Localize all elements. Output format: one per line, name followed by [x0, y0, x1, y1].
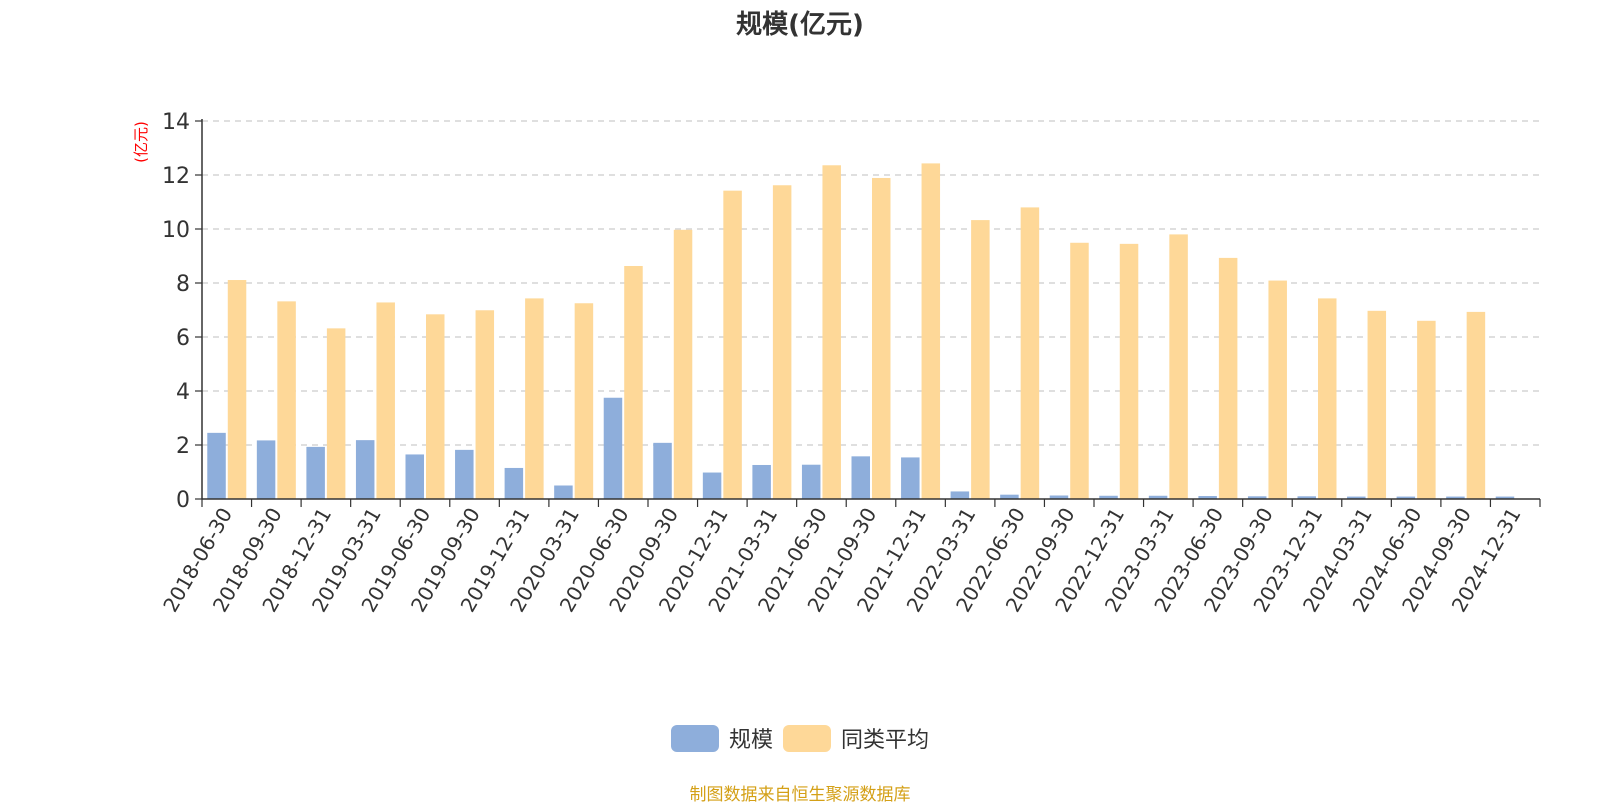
- bar-peer-average-2022-06-30: [1020, 207, 1040, 499]
- source-note: 制图数据来自恒生聚源数据库: [689, 785, 911, 805]
- bar-peer-average-2018-12-31: [326, 328, 346, 499]
- y-tick-label-1: 2: [176, 434, 190, 459]
- y-tick-label-7: 14: [162, 110, 190, 135]
- bar-peer-average-2024-06-30: [1417, 320, 1436, 499]
- bar-scale-2023-12-31: [1297, 496, 1316, 499]
- bar-peer-average-2019-03-31: [376, 302, 395, 499]
- bar-scale-2022-09-30: [1049, 495, 1069, 499]
- bar-scale-2018-09-30: [256, 440, 276, 499]
- bar-peer-average-2023-09-30: [1268, 280, 1287, 499]
- legend-item-scale[interactable]: 规模: [670, 722, 773, 754]
- bar-scale-2019-09-30: [455, 449, 474, 499]
- bar-peer-average-2023-06-30: [1218, 257, 1238, 499]
- y-axis-label: (亿元): [132, 121, 150, 163]
- bar-peer-average-2019-06-30: [426, 314, 445, 499]
- bar-peer-average-2021-03-31: [772, 185, 792, 499]
- bar-peer-average-2023-03-31: [1169, 234, 1188, 499]
- bar-scale-2024-06-30: [1396, 496, 1416, 499]
- bar-scale-2020-09-30: [653, 442, 672, 499]
- legend-swatch-scale: [670, 724, 719, 752]
- bar-scale-2019-06-30: [405, 454, 424, 499]
- bar-scale-2022-03-31: [950, 491, 970, 499]
- bar-scale-2020-06-30: [603, 397, 623, 499]
- y-tick-label-4: 8: [176, 272, 190, 297]
- bar-peer-average-2022-03-31: [971, 220, 990, 499]
- y-tick-label-0: 0: [176, 488, 190, 513]
- y-tick-label-2: 4: [176, 380, 190, 405]
- legend-label-peer-average: 同类平均: [841, 728, 930, 753]
- bar-peer-average-2024-03-31: [1367, 310, 1387, 499]
- bar-scale-2020-03-31: [554, 485, 573, 499]
- bar-scale-2019-12-31: [504, 467, 524, 499]
- y-tick-label-6: 12: [162, 164, 190, 189]
- x-axis-ticks: 2018-06-302018-09-302018-12-312019-03-31…: [158, 499, 1541, 616]
- bar-peer-average-2018-06-30: [227, 280, 247, 499]
- bar-scale-2021-03-31: [752, 464, 771, 499]
- bar-peer-average-2022-09-30: [1070, 242, 1089, 499]
- bar-peer-average-2021-12-31: [921, 163, 941, 499]
- bar-peer-average-2018-09-30: [277, 301, 296, 499]
- bar-scale-2023-09-30: [1247, 496, 1267, 499]
- bar-scale-2022-12-31: [1099, 495, 1118, 499]
- bar-scale-2022-06-30: [1000, 494, 1019, 499]
- chart-title: 规模(亿元): [736, 10, 864, 40]
- bar-peer-average-2019-09-30: [475, 310, 495, 499]
- legend-label-scale: 规模: [728, 728, 773, 753]
- y-tick-label-3: 6: [176, 326, 190, 351]
- bar-scale-2024-03-31: [1347, 496, 1366, 499]
- y-tick-label-5: 10: [162, 218, 190, 243]
- y-axis-ticks: 0 2 4 6 8 10 12 14: [162, 110, 202, 513]
- gridlines: [202, 120, 1540, 446]
- bar-peer-average-2019-12-31: [525, 298, 544, 499]
- bar-peer-average-2021-06-30: [822, 165, 841, 499]
- bar-scale-2021-09-30: [851, 456, 870, 499]
- bar-scale-2020-12-31: [702, 472, 722, 499]
- axes: [201, 119, 1540, 500]
- legend-item-peer-average[interactable]: 同类平均: [783, 722, 929, 754]
- bar-scale-2023-06-30: [1198, 496, 1217, 499]
- bar-peer-average-2024-09-30: [1466, 311, 1486, 499]
- bar-peer-average-2022-12-31: [1119, 243, 1139, 499]
- bar-peer-average-2020-09-30: [673, 229, 693, 499]
- bar-scale-2021-12-31: [901, 457, 920, 499]
- bar-scale-2018-06-30: [207, 432, 226, 499]
- bar-scale-2021-06-30: [801, 464, 821, 499]
- bar-peer-average-2020-06-30: [624, 265, 643, 499]
- legend-swatch-peer-average: [783, 724, 831, 752]
- bar-scale-2019-03-31: [355, 440, 375, 499]
- bar-peer-average-2023-12-31: [1318, 298, 1337, 499]
- bar-peer-average-2021-09-30: [872, 177, 891, 499]
- bar-peer-average-2020-03-31: [574, 303, 594, 499]
- legend: 规模 同类平均: [0, 722, 1600, 754]
- bar-scale-2024-12-31: [1495, 496, 1515, 499]
- bars: [207, 163, 1515, 499]
- bar-scale-2024-09-30: [1446, 496, 1465, 499]
- bar-scale-2023-03-31: [1148, 495, 1168, 499]
- bar-scale-2018-12-31: [306, 446, 325, 499]
- bar-peer-average-2020-12-31: [723, 190, 742, 499]
